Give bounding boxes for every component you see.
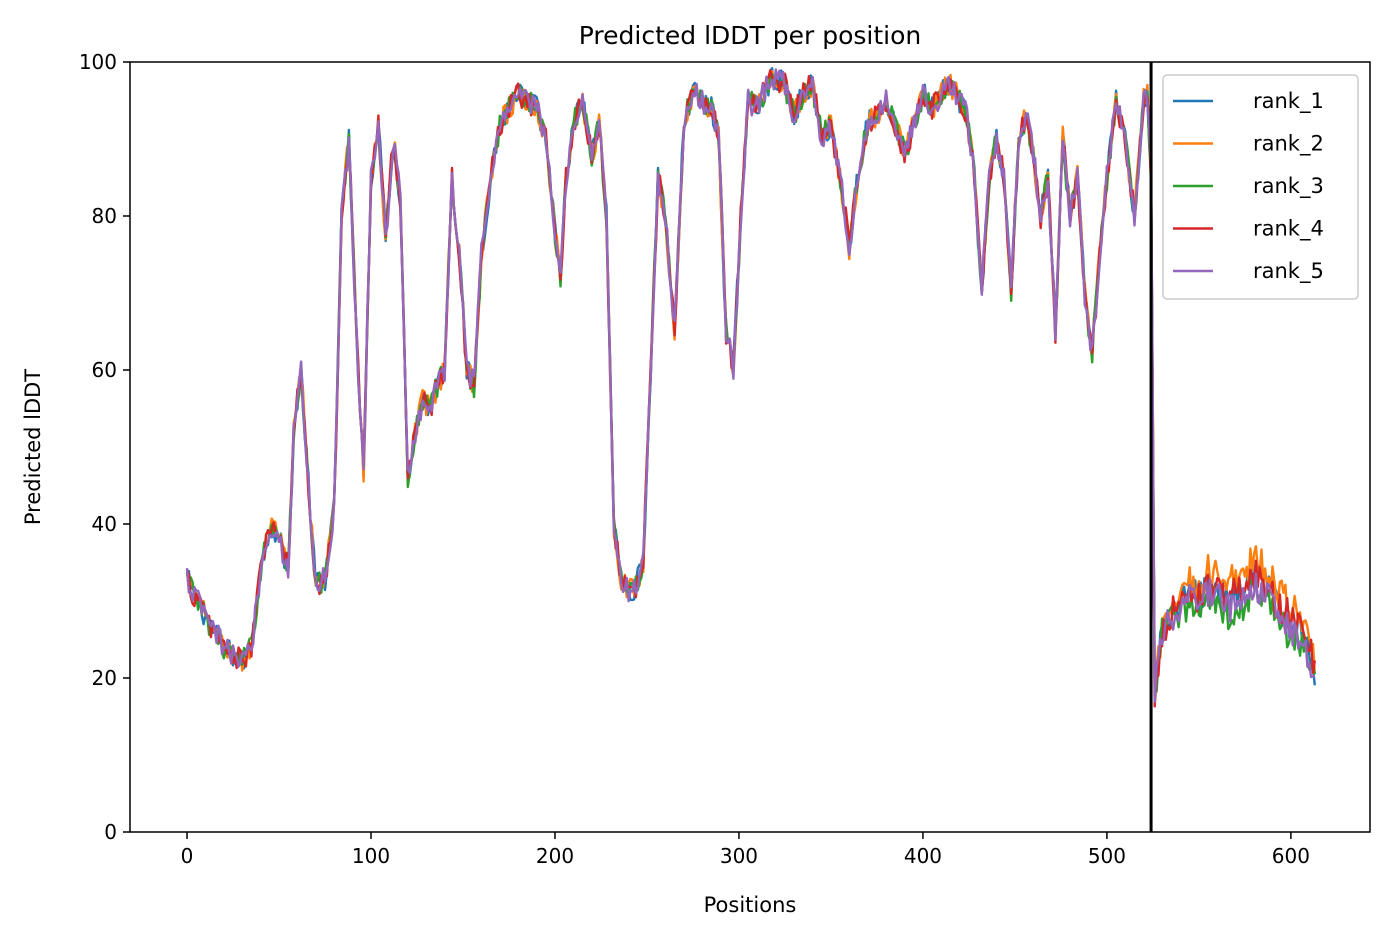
- plot-frame: [129, 61, 1371, 833]
- legend-label-rank_2: rank_2: [1253, 132, 1324, 157]
- legend-label-rank_3: rank_3: [1253, 174, 1324, 199]
- x-tick-label: 200: [536, 844, 574, 868]
- legend-label-rank_4: rank_4: [1253, 217, 1324, 242]
- y-axis: 0 20 40 60 80 100: [79, 50, 130, 844]
- y-tick-label: 80: [92, 204, 117, 228]
- y-tick-label: 100: [79, 50, 117, 74]
- y-tick-label: 40: [92, 512, 117, 536]
- x-tick-label: 400: [904, 844, 942, 868]
- legend-box: [1162, 74, 1359, 300]
- x-axis-label: Positions: [704, 893, 797, 917]
- x-tick-label: 0: [181, 844, 194, 868]
- y-axis-label: Predicted lDDT: [21, 369, 45, 525]
- legend-label-rank_5: rank_5: [1253, 259, 1324, 284]
- series-lines: [185, 67, 1316, 708]
- y-tick-label: 60: [92, 358, 117, 382]
- chart-title: Predicted lDDT per position: [579, 21, 921, 50]
- legend-label-rank_1: rank_1: [1253, 89, 1324, 114]
- x-tick-label: 500: [1088, 844, 1126, 868]
- series-line-rank_5: [185, 68, 1316, 703]
- x-axis: 0 100 200 300 400 500 600: [181, 832, 1310, 868]
- x-tick-label: 600: [1272, 844, 1310, 868]
- x-tick-label: 100: [352, 844, 390, 868]
- x-tick-label: 300: [720, 844, 758, 868]
- y-tick-label: 20: [92, 666, 117, 690]
- y-tick-label: 0: [104, 820, 117, 844]
- legend: rank_1 rank_2 rank_3 rank_4 rank_5: [1162, 74, 1359, 300]
